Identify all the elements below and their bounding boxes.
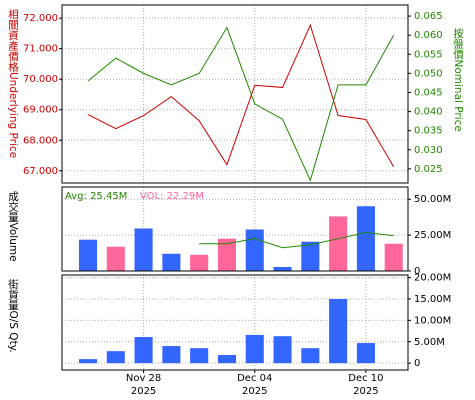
y-axis-label: 成交量Volume [7,191,19,262]
bar [162,253,181,271]
bar [78,359,98,364]
line [87,26,395,182]
y2-tick-label: 0.045 [414,87,443,98]
panel-frame [61,274,409,371]
bar [162,346,181,364]
bar [329,216,348,271]
y-axis-label: 相關資產價格Underlying Price [7,8,19,158]
y-tick-label: 72.000 [23,13,58,24]
y-tick-label: 15.00M [414,294,451,305]
annotation: Avg: 25.45M [65,191,127,202]
bar [217,355,236,364]
y-tick-label: 50.00M [414,194,451,205]
bar [190,254,209,271]
bar [134,228,153,271]
bar [217,238,236,271]
x-tick-label: Dec 10 2025 [348,373,383,397]
bar [356,206,375,271]
y-tick-label: 10.00M [414,315,451,326]
y2-tick-label: 0.035 [414,126,443,137]
y-tick-label: 67.000 [23,166,58,177]
y2-axis-label: 按盤價Nominal Price [452,27,464,132]
y-tick-label: 5.00M [414,337,445,348]
panel-frame [61,186,409,272]
bar [273,266,292,271]
y-tick-label: 20.00M [414,273,451,284]
annotation: VOL: 22.29M [140,191,204,202]
x-tick-label: Nov 28 2025 [126,373,161,397]
y-tick-label: 71.000 [23,44,58,55]
y2-tick-label: 0.025 [414,164,443,175]
bar [245,334,264,364]
bar [384,243,403,271]
bar [356,343,375,364]
line [199,232,394,249]
y-tick-label: 25.00M [414,230,451,241]
x-tick-label: Dec 04 2025 [237,373,272,397]
y2-tick-label: 0.065 [414,11,443,22]
bar [190,348,209,364]
bar [106,246,125,271]
y-tick-label: 68.000 [23,135,58,146]
y-tick-label: 69.000 [23,105,58,116]
y-tick-label: 0 [414,358,420,369]
panel-frame [61,4,409,184]
bar [134,337,153,364]
bar [301,241,320,271]
y2-tick-label: 0.050 [414,68,443,79]
y2-tick-label: 0.055 [414,49,443,60]
y2-tick-label: 0.040 [414,107,443,118]
y-tick-label: 70.000 [23,74,58,85]
bar [301,348,320,364]
y2-tick-label: 0.030 [414,145,443,156]
y2-tick-label: 0.060 [414,30,443,41]
bar [329,298,348,364]
bar [245,229,264,271]
bar [273,336,292,364]
y-axis-label: 街貨量O/S Qty. [7,278,19,353]
bar [78,239,98,271]
y-tick-label: 0 [414,266,420,277]
line [87,23,395,168]
bar [106,351,125,364]
